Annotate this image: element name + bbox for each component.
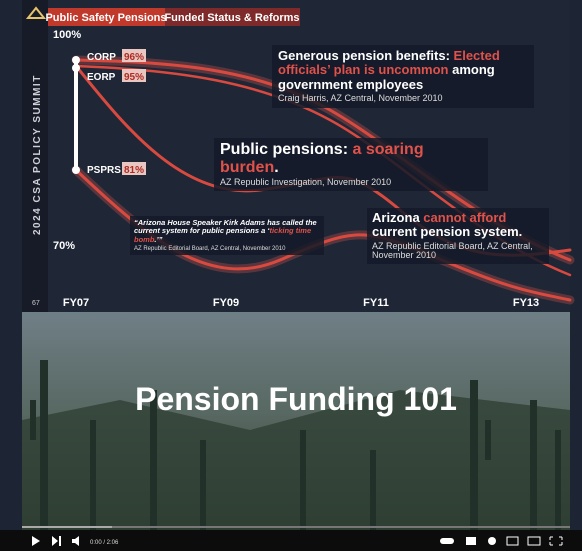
plan-funded: 81% bbox=[124, 165, 144, 176]
callout-accent: cannot afford bbox=[423, 210, 506, 225]
settings-button[interactable] bbox=[488, 537, 496, 545]
callout-text: Public pensions: bbox=[220, 141, 352, 158]
x-label: FY09 bbox=[213, 297, 239, 309]
time-display: 0:00 / 2:06 bbox=[90, 540, 119, 546]
slide-number: 67 bbox=[32, 300, 40, 307]
plan-name: EORP bbox=[87, 72, 116, 83]
dot bbox=[72, 56, 80, 64]
event-name: 2024 CSA POLICY SUMMIT bbox=[32, 74, 43, 235]
quote-source: AZ Republic Editorial Board, AZ Central,… bbox=[134, 246, 320, 253]
x-label: FY11 bbox=[363, 297, 389, 309]
video-player: Public Safety Pensions Funded Status & R… bbox=[0, 0, 582, 551]
autoplay-toggle[interactable] bbox=[440, 538, 454, 544]
dot bbox=[72, 64, 80, 72]
y-label: 100% bbox=[53, 29, 81, 41]
progress-buffer bbox=[22, 526, 112, 528]
plan-name: CORP bbox=[87, 52, 116, 63]
callout: Generous pension benefits: Elected offic… bbox=[272, 45, 534, 108]
callout-text: Generous pension benefits: bbox=[278, 48, 454, 63]
dot bbox=[72, 166, 80, 174]
plan-funded: 96% bbox=[124, 52, 144, 63]
quote: “Arizona House Speaker Kirk Adams has ca… bbox=[130, 216, 324, 255]
callout-source: AZ Republic Investigation, November 2010 bbox=[220, 178, 482, 188]
x-label: FY07 bbox=[63, 297, 89, 309]
plan-funded: 95% bbox=[124, 72, 144, 83]
callout-source: AZ Republic Editorial Board, AZ Central,… bbox=[372, 242, 544, 262]
x-label: FY13 bbox=[513, 297, 539, 309]
y-label: 70% bbox=[53, 240, 75, 252]
callout-text: Arizona bbox=[372, 210, 423, 225]
callout-text: current pension system. bbox=[372, 224, 522, 239]
tab-label: Public Safety Pensions bbox=[45, 12, 166, 24]
captions-button[interactable] bbox=[466, 537, 476, 545]
plan-name: PSPRS bbox=[87, 165, 121, 176]
callout: Public pensions: a soaring burden. AZ Re… bbox=[214, 138, 488, 191]
callout-text: . bbox=[274, 159, 278, 176]
video-title: Pension Funding 101 bbox=[135, 381, 457, 417]
quote-text: .’” bbox=[154, 235, 162, 244]
callout-source: Craig Harris, AZ Central, November 2010 bbox=[278, 94, 528, 104]
tab-label: Funded Status & Reforms bbox=[164, 12, 299, 24]
callout: Arizona cannot afford current pension sy… bbox=[367, 208, 549, 264]
